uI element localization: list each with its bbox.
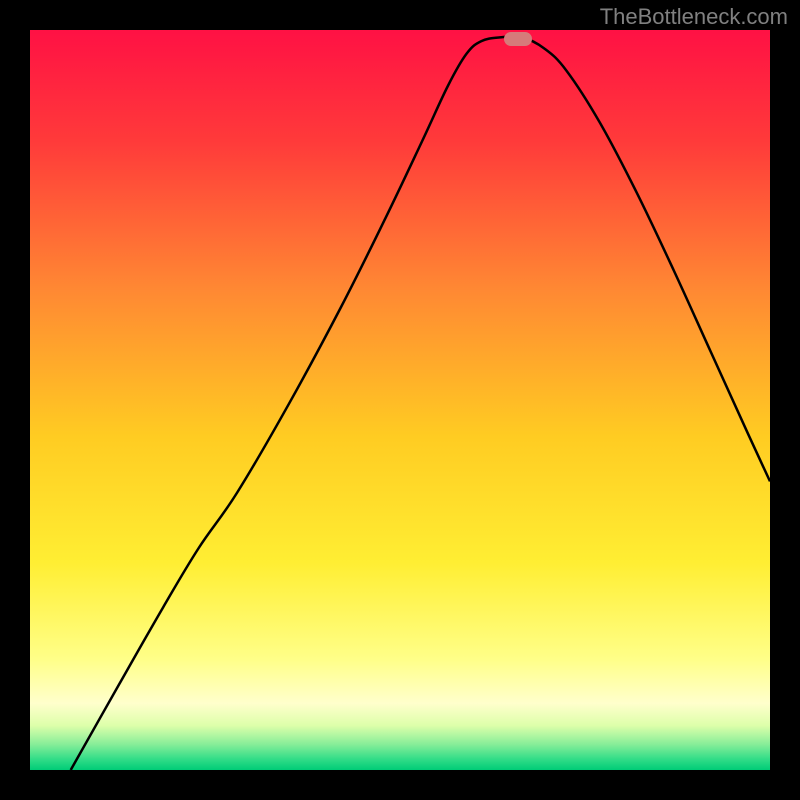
watermark-text: TheBottleneck.com <box>600 4 788 30</box>
optimal-marker <box>504 32 532 46</box>
chart-area <box>30 30 770 770</box>
bottleneck-curve <box>30 30 770 770</box>
